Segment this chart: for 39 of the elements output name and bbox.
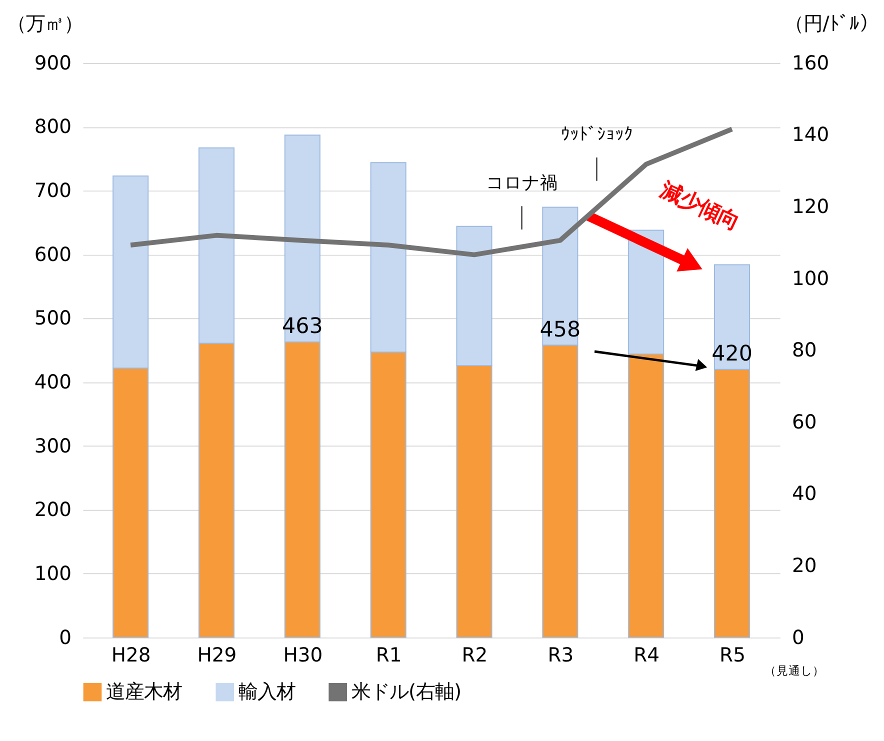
y-tick-label: 600 <box>34 242 72 266</box>
x-tick-label: H28 <box>111 643 151 666</box>
y2-axis-title: （円/ﾄﾞﾙ） <box>784 12 878 35</box>
x-tick-label: H30 <box>283 643 323 666</box>
x-tick-label: H29 <box>197 643 237 666</box>
legend-label: 輸入材 <box>238 680 296 703</box>
y-tick-label: 200 <box>34 498 72 522</box>
x-tick-label: R5 <box>720 643 746 666</box>
y-tick-label: 100 <box>34 562 72 585</box>
y-tick-label: 500 <box>34 306 72 330</box>
y2-tick-label: 100 <box>792 266 830 290</box>
data-label: 463 <box>282 314 323 340</box>
y-tick-label: 800 <box>34 115 72 138</box>
y2-tick-label: 120 <box>792 194 830 218</box>
y-tick-label: 700 <box>34 179 72 202</box>
y2-tick-label: 160 <box>792 51 830 74</box>
y-tick-label: 300 <box>34 434 72 458</box>
text: （見通し） <box>764 663 824 678</box>
annotation: 減少傾向 <box>656 176 744 236</box>
legend-label: 道産木材 <box>106 680 182 703</box>
y-tick-label: 900 <box>34 51 72 74</box>
y2-tick-label: 80 <box>792 338 817 362</box>
y2-tick-label: 60 <box>792 410 817 434</box>
y2-tick-label: 40 <box>792 482 817 506</box>
y2-tick-label: 20 <box>792 554 817 577</box>
data-label: 458 <box>540 317 581 342</box>
y-tick-label: 0 <box>59 626 72 649</box>
x-tick-label: R4 <box>634 643 660 666</box>
y-axis-title: （万㎥） <box>6 12 83 35</box>
x-tick-label: R2 <box>462 643 488 666</box>
y2-tick-label: 0 <box>792 626 804 649</box>
data-label: 420 <box>712 342 752 367</box>
y2-tick-label: 140 <box>792 123 830 146</box>
y-tick-label: 400 <box>34 370 72 394</box>
x-tick-label: R3 <box>548 643 574 666</box>
x-tick-label: R1 <box>376 643 402 666</box>
legend-label: 米ドル(右軸) <box>351 680 462 703</box>
annotation: コロナ禍 <box>486 174 558 194</box>
annotation: ｳｯﾄﾞｼｮｯｸ <box>560 124 633 145</box>
